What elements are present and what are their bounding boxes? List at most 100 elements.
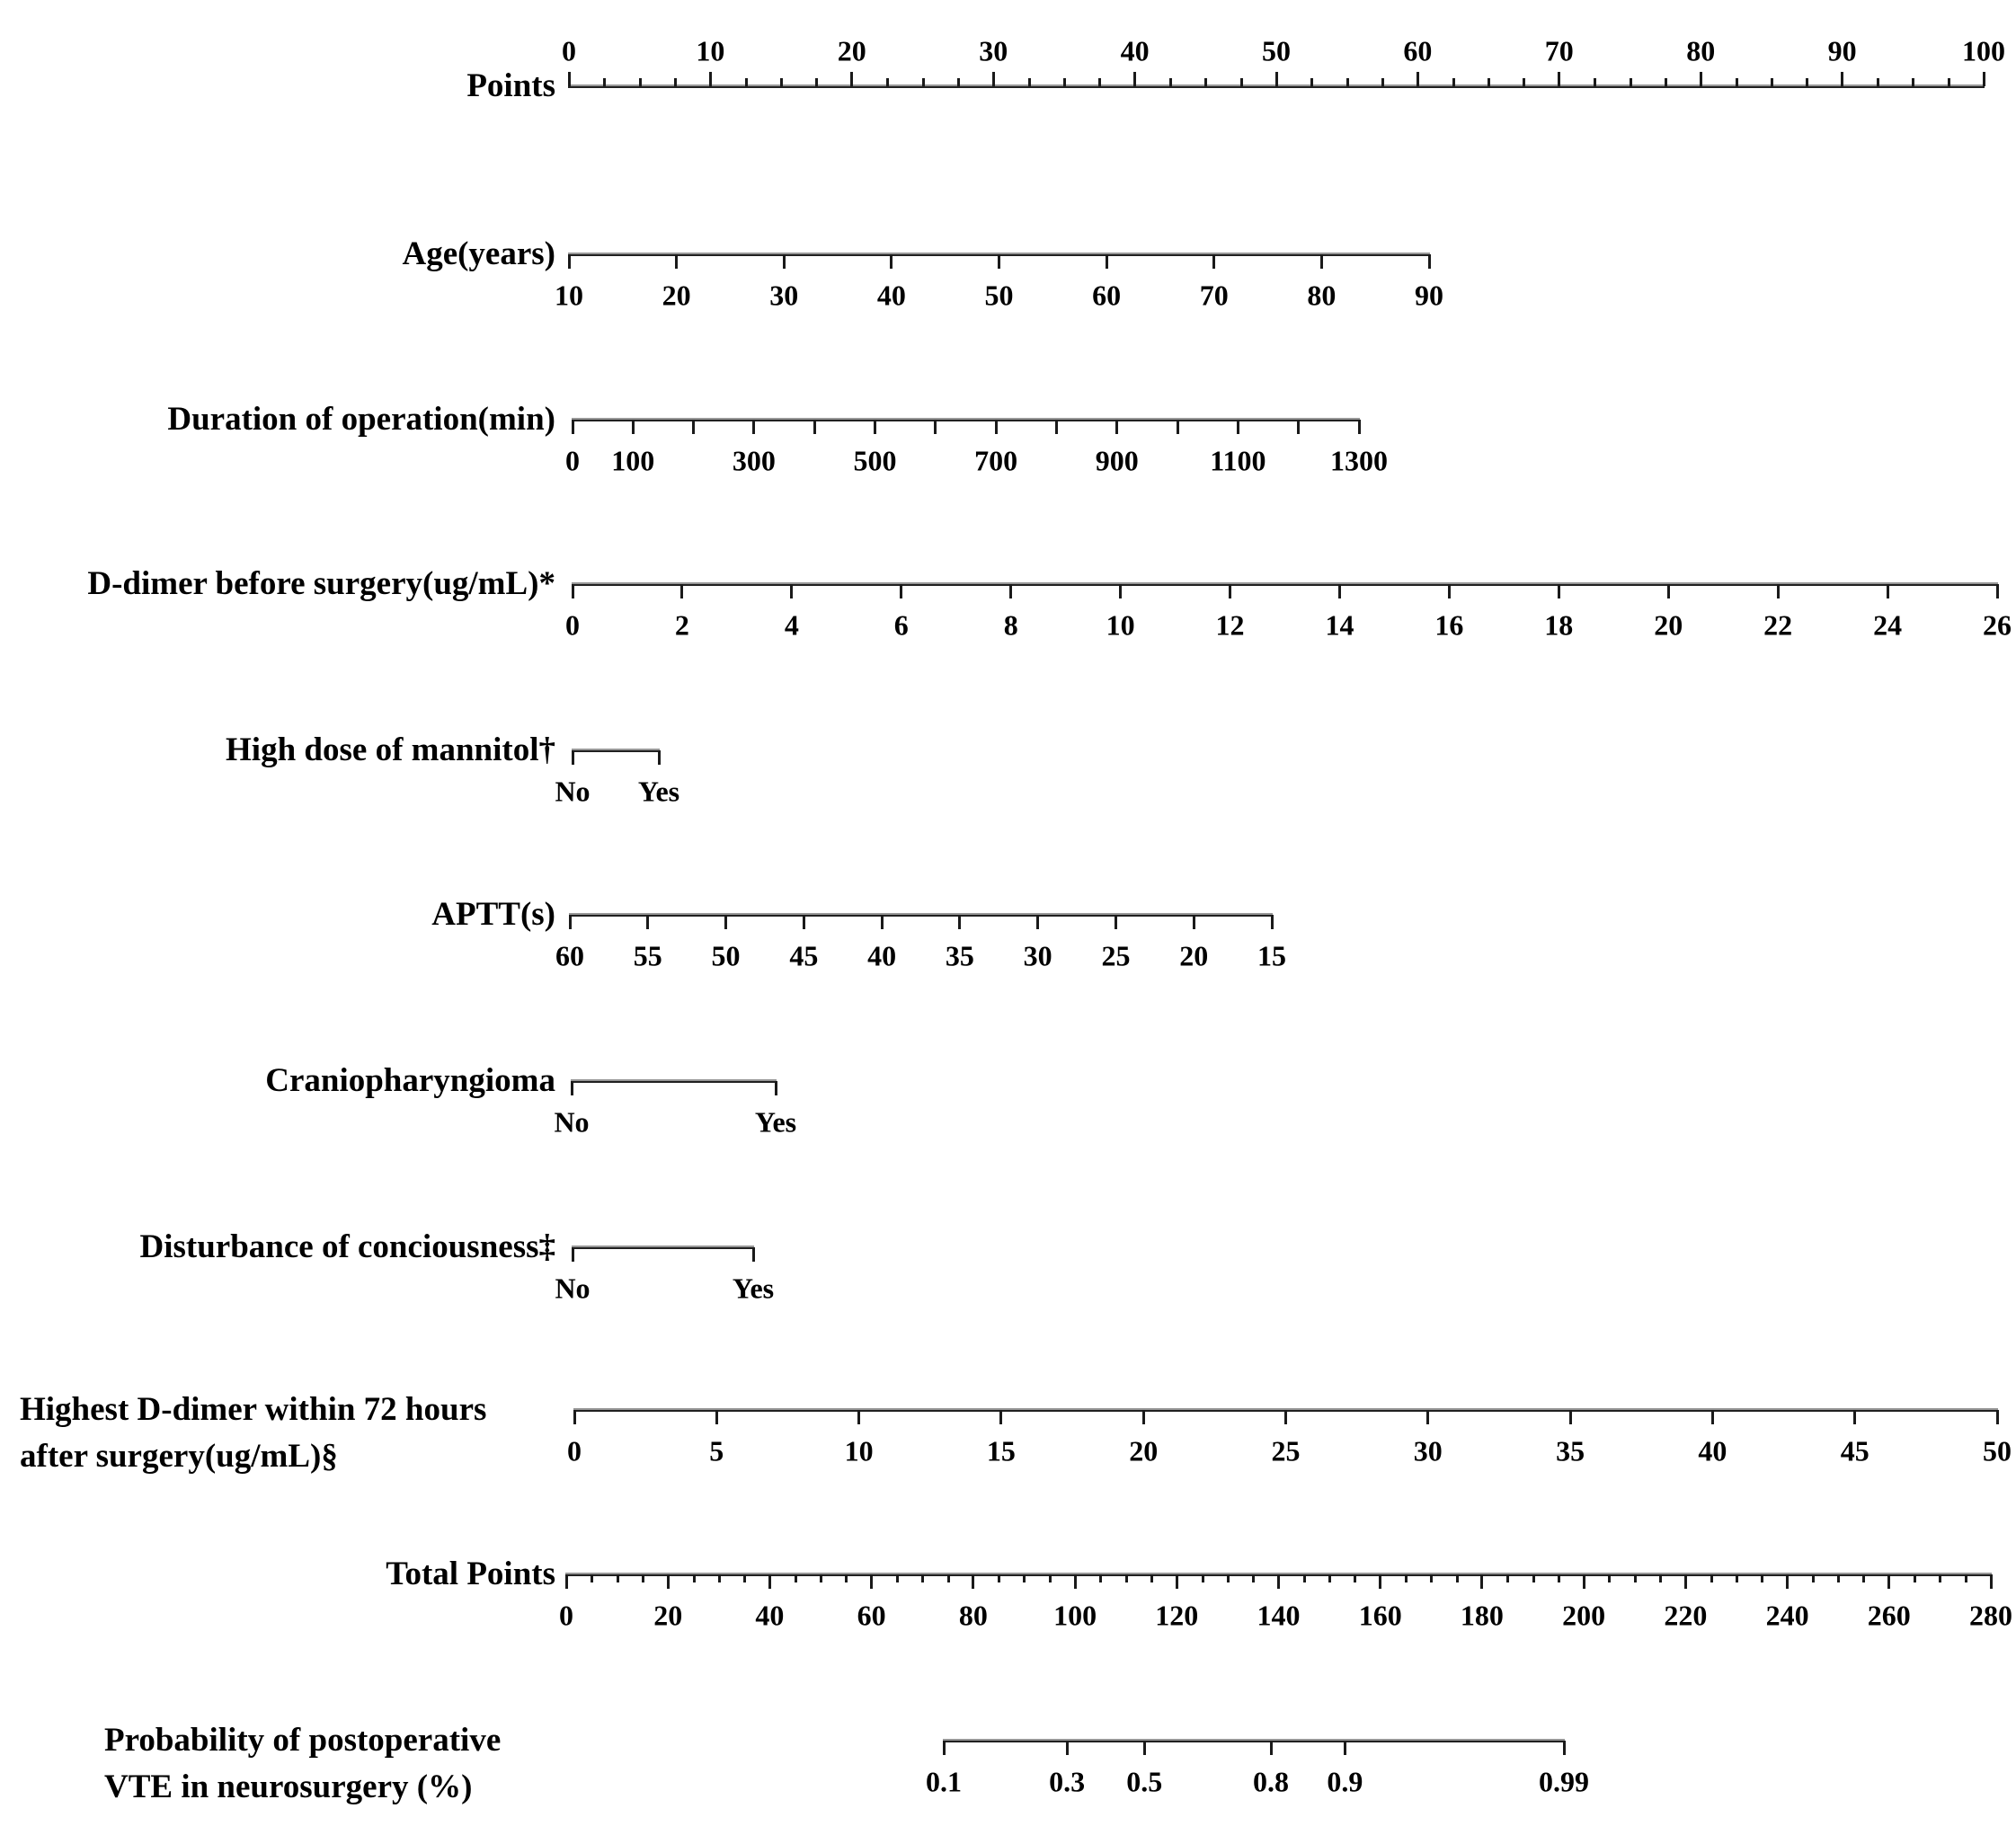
- tick-age-years: [890, 254, 893, 269]
- tick-label-highest-d-dimer-72h-after-surgery: 40: [1698, 1434, 1727, 1467]
- minor-tick-total-points: [946, 1574, 950, 1582]
- tick-label-aptt: 40: [867, 939, 897, 972]
- tick-total-points: [666, 1574, 670, 1589]
- tick-label-points: 60: [1403, 34, 1433, 67]
- tick-label-duration-of-operation: 1100: [1210, 444, 1266, 477]
- tick-disturbance-of-conciousness: [571, 1247, 574, 1262]
- minor-tick-points: [1310, 78, 1314, 86]
- tick-label-highest-d-dimer-72h-after-surgery: 50: [1983, 1434, 2012, 1467]
- minor-tick-total-points: [641, 1574, 644, 1582]
- axis-title-line: Disturbance of conciousness‡: [139, 1228, 555, 1265]
- tick-label-duration-of-operation: 900: [1095, 444, 1139, 477]
- tick-highest-d-dimer-72h-after-surgery: [1141, 1410, 1145, 1424]
- tick-aptt: [1270, 915, 1274, 929]
- tick-label-high-dose-of-mannitol: No: [555, 775, 591, 808]
- tick-duration-of-operation: [1176, 420, 1179, 434]
- tick-duration-of-operation: [1297, 420, 1301, 434]
- tick-points: [1841, 72, 1844, 86]
- minor-tick-total-points: [820, 1574, 823, 1582]
- tick-aptt: [724, 915, 728, 929]
- minor-tick-total-points: [1811, 1574, 1815, 1582]
- axis-line-aptt: [569, 913, 1273, 917]
- axis-title-line: D-dimer before surgery(ug/mL)*: [87, 565, 555, 602]
- tick-highest-d-dimer-72h-after-surgery: [999, 1410, 1003, 1424]
- tick-label-probability-of-postoperative-vte: 0.9: [1327, 1765, 1363, 1798]
- tick-points: [1416, 72, 1419, 86]
- tick-duration-of-operation: [1357, 420, 1361, 434]
- tick-label-points: 100: [1962, 34, 2005, 67]
- tick-high-dose-of-mannitol: [657, 750, 661, 765]
- minor-tick-points: [1168, 78, 1172, 86]
- tick-craniopharyngioma: [570, 1081, 573, 1095]
- tick-label-age-years: 30: [769, 279, 799, 312]
- minor-tick-points: [1876, 78, 1879, 86]
- minor-tick-points: [744, 78, 748, 86]
- tick-label-aptt: 45: [789, 939, 819, 972]
- tick-duration-of-operation: [994, 420, 998, 434]
- minor-tick-points: [921, 78, 925, 86]
- minor-tick-total-points: [1150, 1574, 1153, 1582]
- tick-label-duration-of-operation: 500: [853, 444, 897, 477]
- tick-label-probability-of-postoperative-vte: 0.8: [1253, 1765, 1290, 1798]
- axis-title-disturbance-of-conciousness: Disturbance of conciousness‡: [139, 1224, 555, 1271]
- minor-tick-total-points: [1405, 1574, 1408, 1582]
- axis-title-line: after surgery(ug/mL)§: [20, 1438, 338, 1475]
- tick-label-craniopharyngioma: Yes: [754, 1105, 797, 1139]
- minor-tick-points: [1664, 78, 1667, 86]
- tick-age-years: [1212, 254, 1216, 269]
- tick-label-total-points: 200: [1562, 1599, 1606, 1632]
- tick-points: [1982, 72, 1985, 86]
- minor-tick-total-points: [591, 1574, 594, 1582]
- minor-tick-total-points: [1633, 1574, 1637, 1582]
- minor-tick-points: [815, 78, 819, 86]
- tick-label-d-dimer-before-surgery: 0: [565, 608, 580, 642]
- minor-tick-total-points: [1710, 1574, 1713, 1582]
- tick-probability-of-postoperative-vte: [942, 1741, 946, 1755]
- axis-title-line: VTE in neurosurgery (%): [104, 1769, 473, 1805]
- tick-label-age-years: 50: [984, 279, 1014, 312]
- tick-label-points: 80: [1686, 34, 1716, 67]
- tick-label-highest-d-dimer-72h-after-surgery: 25: [1271, 1434, 1301, 1467]
- tick-label-probability-of-postoperative-vte: 0.3: [1049, 1765, 1086, 1798]
- tick-probability-of-postoperative-vte: [1269, 1741, 1273, 1755]
- axis-line-probability-of-postoperative-vte: [943, 1739, 1565, 1742]
- tick-label-points: 0: [562, 34, 576, 67]
- minor-tick-total-points: [1608, 1574, 1612, 1582]
- tick-label-probability-of-postoperative-vte: 0.1: [926, 1765, 962, 1798]
- minor-tick-total-points: [1328, 1574, 1332, 1582]
- tick-duration-of-operation: [1054, 420, 1058, 434]
- minor-tick-total-points: [1506, 1574, 1510, 1582]
- tick-d-dimer-before-surgery: [1337, 584, 1341, 598]
- tick-label-d-dimer-before-surgery: 16: [1434, 608, 1464, 642]
- tick-points: [850, 72, 854, 86]
- tick-label-total-points: 0: [559, 1599, 573, 1632]
- tick-duration-of-operation: [752, 420, 756, 434]
- axis-title-age-years: Age(years): [402, 231, 555, 278]
- tick-label-highest-d-dimer-72h-after-surgery: 0: [567, 1434, 582, 1467]
- tick-label-total-points: 260: [1867, 1599, 1911, 1632]
- minor-tick-total-points: [1837, 1574, 1841, 1582]
- tick-total-points: [768, 1574, 771, 1589]
- tick-label-aptt: 30: [1023, 939, 1052, 972]
- tick-label-highest-d-dimer-72h-after-surgery: 35: [1556, 1434, 1585, 1467]
- axis-title-highest-d-dimer-72h-after-surgery: Highest D-dimer within 72 hours after sur…: [20, 1387, 486, 1480]
- tick-duration-of-operation: [1236, 420, 1239, 434]
- tick-aptt: [1036, 915, 1040, 929]
- minor-tick-points: [1381, 78, 1385, 86]
- tick-label-total-points: 100: [1053, 1599, 1097, 1632]
- minor-tick-total-points: [1201, 1574, 1204, 1582]
- tick-label-d-dimer-before-surgery: 18: [1544, 608, 1574, 642]
- tick-points: [708, 72, 712, 86]
- minor-tick-points: [1204, 78, 1208, 86]
- tick-label-highest-d-dimer-72h-after-surgery: 15: [986, 1434, 1016, 1467]
- tick-highest-d-dimer-72h-after-surgery: [1426, 1410, 1430, 1424]
- tick-age-years: [567, 254, 571, 269]
- minor-tick-total-points: [1939, 1574, 1942, 1582]
- tick-label-duration-of-operation: 1300: [1330, 444, 1388, 477]
- tick-age-years: [998, 254, 1000, 269]
- tick-highest-d-dimer-72h-after-surgery: [1284, 1410, 1287, 1424]
- tick-total-points: [972, 1574, 975, 1589]
- tick-points: [1699, 72, 1702, 86]
- minor-tick-points: [1062, 78, 1066, 86]
- tick-highest-d-dimer-72h-after-surgery: [715, 1410, 718, 1424]
